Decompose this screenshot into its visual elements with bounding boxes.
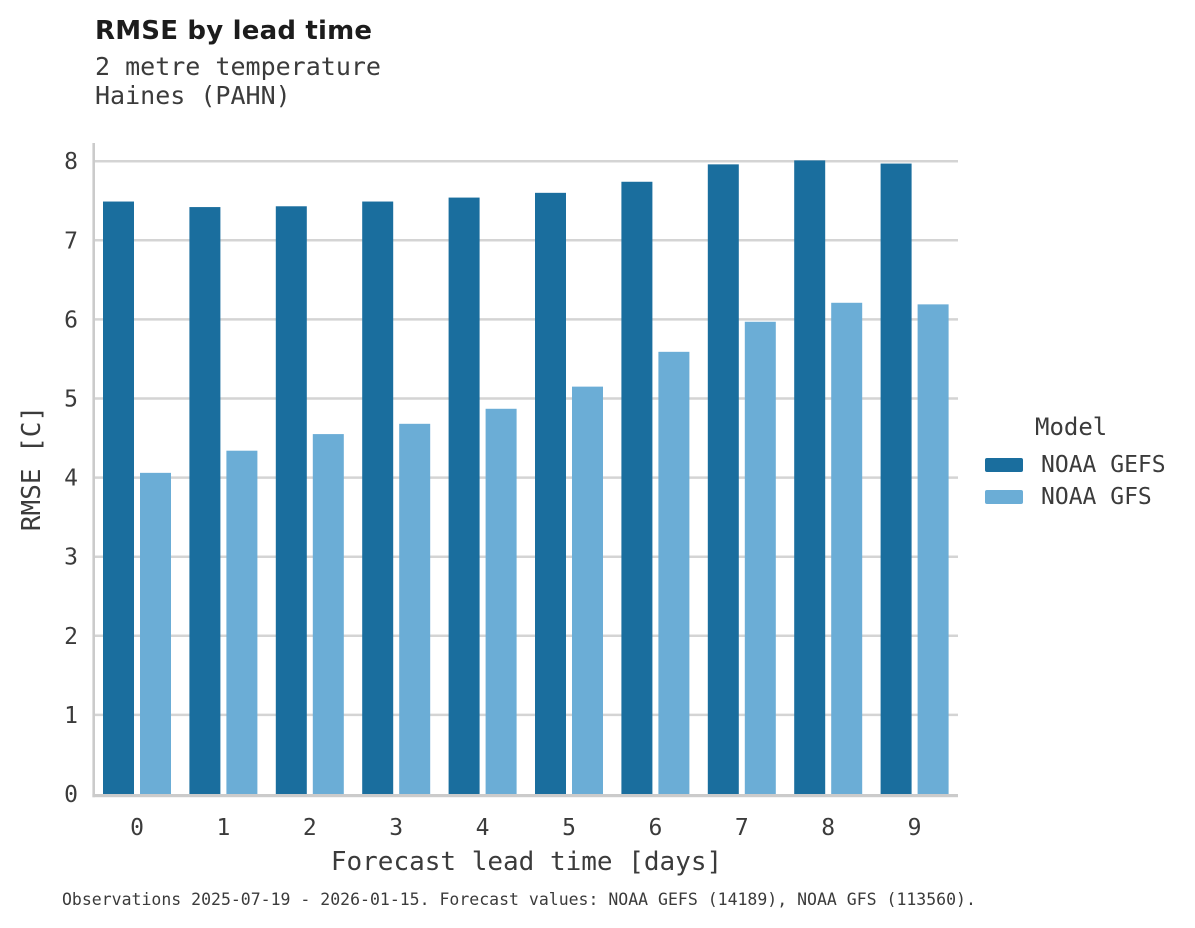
bar-noaa-gefs-lead-7 xyxy=(707,164,739,794)
legend-title: Model xyxy=(1035,413,1108,441)
bar-noaa-gefs-lead-8 xyxy=(794,160,826,794)
x-tick-label-8: 8 xyxy=(821,815,835,841)
bar-noaa-gfs-lead-5 xyxy=(572,386,603,794)
y-tick-label-4: 4 xyxy=(64,466,78,492)
x-tick-label-5: 5 xyxy=(562,815,576,841)
bar-noaa-gfs-lead-9 xyxy=(917,304,949,794)
bar-noaa-gfs-lead-4 xyxy=(485,408,517,794)
x-axis-spine xyxy=(92,794,958,798)
bar-noaa-gfs-lead-1 xyxy=(226,450,258,794)
x-tick-label-7: 7 xyxy=(735,815,749,841)
bar-noaa-gfs-lead-2 xyxy=(312,434,344,794)
bar-noaa-gfs-lead-3 xyxy=(399,423,431,794)
legend: Model NOAA GEFS NOAA GFS xyxy=(985,413,1166,513)
bar-noaa-gefs-lead-3 xyxy=(362,201,394,795)
bar-noaa-gfs-lead-7 xyxy=(744,321,776,794)
y-tick-label-8: 8 xyxy=(64,149,78,175)
chart-title: RMSE by lead time xyxy=(95,16,373,46)
y-tick-label-5: 5 xyxy=(64,386,78,412)
bar-noaa-gefs-lead-2 xyxy=(275,206,307,794)
legend-label-gefs: NOAA GEFS xyxy=(1041,452,1166,478)
y-axis-title: RMSE [C] xyxy=(17,406,47,531)
legend-entries: NOAA GEFS NOAA GFS xyxy=(985,449,1166,513)
x-tick-label-0: 0 xyxy=(130,815,144,841)
x-tick-label-4: 4 xyxy=(476,815,490,841)
bar-noaa-gfs-lead-8 xyxy=(831,302,863,794)
y-tick-label-3: 3 xyxy=(64,545,78,571)
x-axis-title: Forecast lead time [days] xyxy=(331,847,722,877)
bar-noaa-gefs-lead-0 xyxy=(103,201,134,795)
bar-noaa-gefs-lead-5 xyxy=(535,192,566,794)
legend-swatch-gfs-icon xyxy=(985,490,1023,504)
y-tick-label-7: 7 xyxy=(64,228,78,254)
bar-noaa-gfs-lead-0 xyxy=(140,472,171,794)
observations-footnote: Observations 2025-07-19 - 2026-01-15. Fo… xyxy=(62,890,976,909)
x-tick-label-1: 1 xyxy=(216,815,230,841)
bar-noaa-gefs-lead-4 xyxy=(448,197,480,794)
legend-entry-gefs: NOAA GEFS xyxy=(985,449,1166,481)
chart-subtitle-station: Haines (PAHN) xyxy=(95,81,291,110)
bar-noaa-gefs-lead-9 xyxy=(880,163,912,794)
x-tick-label-9: 9 xyxy=(908,815,922,841)
bar-noaa-gfs-lead-6 xyxy=(658,351,690,794)
legend-entry-gfs: NOAA GFS xyxy=(985,481,1166,513)
legend-label-gfs: NOAA GFS xyxy=(1041,484,1152,510)
legend-swatch-gefs-icon xyxy=(985,458,1023,472)
y-tick-label-6: 6 xyxy=(64,307,78,333)
bar-noaa-gefs-lead-1 xyxy=(189,207,221,795)
x-tick-label-3: 3 xyxy=(389,815,403,841)
y-tick-label-1: 1 xyxy=(64,703,78,729)
y-tick-label-2: 2 xyxy=(64,624,78,650)
chart-subtitle-variable: 2 metre temperature xyxy=(95,52,381,81)
x-tick-label-2: 2 xyxy=(303,815,317,841)
x-tick-label-6: 6 xyxy=(648,815,662,841)
bar-noaa-gefs-lead-6 xyxy=(621,181,653,795)
y-tick-label-0: 0 xyxy=(64,782,78,808)
chart-header: RMSE by lead time 2 metre temperature Ha… xyxy=(95,16,381,110)
y-axis-spine xyxy=(92,143,95,798)
